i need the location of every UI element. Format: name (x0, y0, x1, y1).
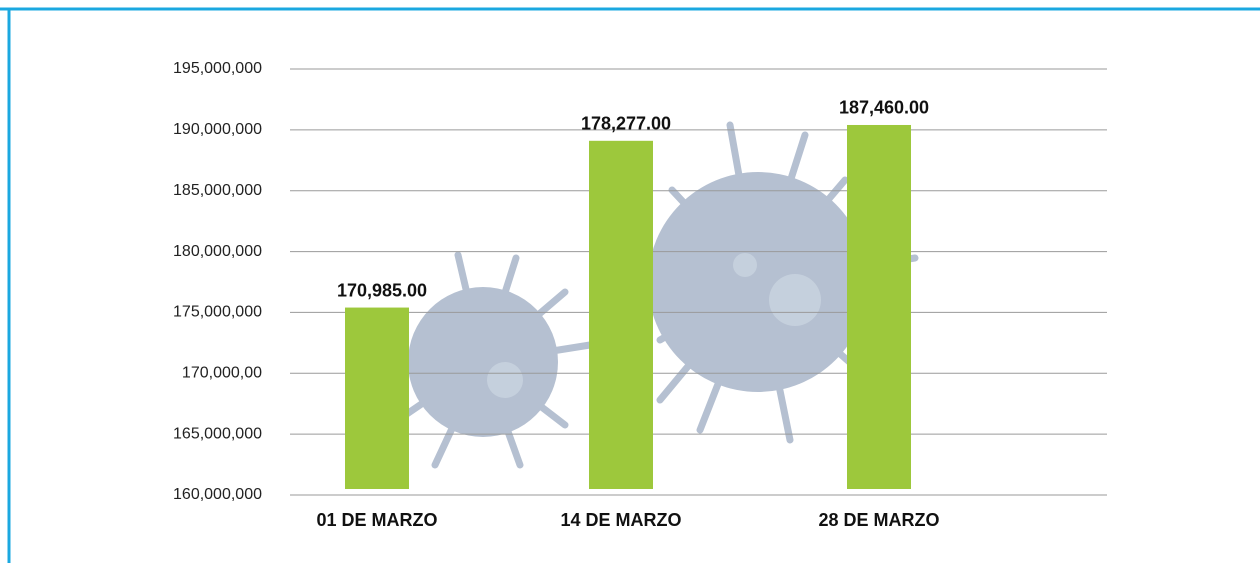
bar (589, 141, 653, 489)
virus-decoration (398, 125, 915, 465)
bar-annotation: 170,985.00 (337, 280, 427, 300)
x-tick-label: 28 DE MARZO (818, 510, 939, 530)
bar (345, 308, 409, 489)
y-tick-label: 195,000,000 (173, 60, 262, 77)
bar-annotation: 187,460.00 (839, 98, 929, 118)
y-tick-label: 175,000,000 (173, 304, 262, 321)
bar (847, 125, 911, 489)
chart: 160,000,000 165,000,000 170,000,00 175,000,… (0, 0, 1260, 563)
y-tick-label: 185,000,000 (173, 182, 262, 199)
y-tick-label: 165,000,000 (173, 425, 262, 442)
x-tick-label: 01 DE MARZO (316, 510, 437, 530)
y-tick-label: 190,000,000 (173, 121, 262, 138)
x-tick-label: 14 DE MARZO (560, 510, 681, 530)
y-tick-label: 180,000,000 (173, 243, 262, 260)
y-tick-label: 160,000,000 (173, 486, 262, 503)
y-tick-label: 170,000,00 (182, 365, 262, 382)
bar-annotation: 178,277.00 (581, 114, 671, 134)
